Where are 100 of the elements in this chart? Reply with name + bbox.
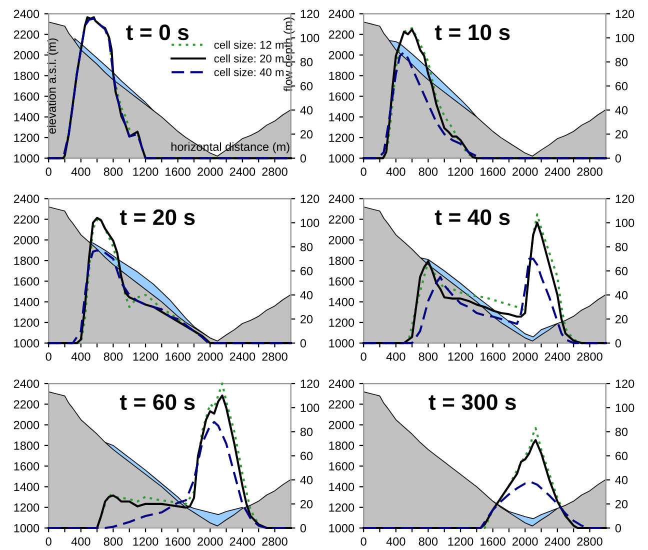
y2-tick-label: 80 <box>615 242 628 252</box>
x-tick-label: 800 <box>418 537 438 546</box>
x-tick-label: 1200 <box>133 537 158 546</box>
y-tick-label: 2400 <box>328 194 354 204</box>
y2-tick-label: 80 <box>300 242 313 252</box>
legend-label: cell size: 12 m <box>214 40 284 49</box>
x-tick-label: 1200 <box>448 537 474 546</box>
y-tick-label: 1000 <box>14 524 40 532</box>
y-tick-label: 1800 <box>329 256 354 265</box>
y-tick-label: 1400 <box>14 112 40 122</box>
y-tick-label: 2400 <box>14 10 40 18</box>
y2-tick-label: 20 <box>300 315 313 324</box>
y-tick-label: 1000 <box>329 339 354 348</box>
x-tick-label: 2000 <box>198 168 223 176</box>
x-tick-label: 800 <box>104 352 123 361</box>
y-tick-label: 2200 <box>328 215 354 224</box>
x-tick-label: 2000 <box>512 352 538 361</box>
x-tick-label: 2800 <box>577 352 602 361</box>
y-tick-label: 1800 <box>14 256 40 265</box>
y-tick-label: 1200 <box>14 503 40 512</box>
y-tick-label: 1000 <box>14 339 40 348</box>
x-tick-label: 400 <box>386 537 406 546</box>
y2-tick-label: 120 <box>300 194 320 204</box>
chart-title: t = 10 s <box>434 24 510 40</box>
y-tick-label: 1600 <box>329 92 354 101</box>
x-tick-label: 2400 <box>230 537 256 546</box>
x-tick-label: 400 <box>71 537 90 546</box>
x-tick-label: 1600 <box>480 537 506 546</box>
y-tick-label: 2000 <box>14 51 40 60</box>
x-tick-label: 1200 <box>448 168 474 176</box>
y2-tick-label: 60 <box>300 82 313 90</box>
y2-tick-label: 100 <box>616 404 634 412</box>
y2-tick-label: 60 <box>616 452 628 460</box>
x-tick-label: 0 <box>360 537 366 546</box>
x-tick-label: 800 <box>104 537 123 546</box>
x-tick-label: 2800 <box>577 168 602 176</box>
y-axis-title: elevation a.s.l. (m) <box>47 38 58 134</box>
x-tick-label: 2000 <box>512 168 538 176</box>
y2-tick-label: 120 <box>616 380 634 388</box>
y2-tick-label: 20 <box>616 500 628 508</box>
y2-tick-label: 20 <box>300 500 313 508</box>
y-tick-label: 1000 <box>14 154 40 163</box>
x-tick-label: 1600 <box>166 352 190 361</box>
y2-tick-label: 100 <box>300 34 320 42</box>
y2-tick-label: 120 <box>616 194 634 204</box>
chart-title: t = 20 s <box>120 209 195 226</box>
x-tick-label: 800 <box>418 168 438 176</box>
y2-tick-label: 100 <box>300 404 320 412</box>
x-tick-label: 0 <box>360 352 366 361</box>
y2-tick-label: 100 <box>616 34 634 42</box>
y2-tick-label: 20 <box>616 315 628 324</box>
y-tick-label: 2000 <box>14 420 40 430</box>
y-tick-label: 1200 <box>329 318 354 327</box>
chart-title: t = 0 s <box>126 24 189 40</box>
y2-tick-label: 100 <box>300 218 320 228</box>
y-tick-label: 2000 <box>328 51 354 60</box>
y2-tick-label: 120 <box>300 10 320 18</box>
x-tick-label: 2800 <box>262 352 288 361</box>
y-tick-label: 2400 <box>328 10 354 18</box>
y2-tick-label: 60 <box>616 266 628 276</box>
y2-tick-label: 80 <box>615 428 628 436</box>
x-tick-label: 400 <box>386 168 406 176</box>
y2-tick-label: 80 <box>300 428 313 436</box>
y-tick-label: 2400 <box>14 194 40 204</box>
y-tick-label: 1600 <box>14 92 40 101</box>
y-tick-label: 1200 <box>14 134 40 142</box>
x-tick-label: 0 <box>46 168 52 176</box>
x-tick-label: 0 <box>46 537 52 546</box>
y2-tick-label: 0 <box>615 524 622 532</box>
x-tick-label: 0 <box>46 352 52 361</box>
y-tick-label: 1800 <box>329 72 354 80</box>
y-tick-label: 1400 <box>329 298 354 306</box>
x-tick-label: 1600 <box>480 168 506 176</box>
y2-tick-label: 40 <box>615 290 628 300</box>
x-tick-label: 400 <box>71 168 90 176</box>
x-tick-label: 2400 <box>544 352 570 361</box>
y-tick-label: 1000 <box>329 154 354 163</box>
y2-tick-label: 60 <box>300 452 313 460</box>
x-tick-label: 2400 <box>544 168 570 176</box>
y2-tick-label: 60 <box>616 82 628 90</box>
y2-tick-label: 120 <box>300 380 320 388</box>
y2-tick-label: 0 <box>615 339 622 348</box>
y2-tick-label: 20 <box>616 130 628 139</box>
x-tick-label: 2800 <box>262 168 288 176</box>
y2-tick-label: 0 <box>300 154 306 163</box>
y-tick-label: 1200 <box>14 318 40 327</box>
y-tick-label: 2200 <box>328 400 354 409</box>
y-tick-label: 2400 <box>328 380 354 388</box>
x-tick-label: 2400 <box>230 168 256 176</box>
y-tick-label: 1600 <box>329 277 354 286</box>
y2-tick-label: 40 <box>300 290 313 300</box>
y-tick-label: 1200 <box>329 503 354 512</box>
y-tick-label: 1600 <box>14 277 40 286</box>
y2-tick-label: 100 <box>616 218 634 228</box>
x-tick-label: 400 <box>71 352 90 361</box>
y-tick-label: 1600 <box>329 462 354 470</box>
y2-tick-label: 20 <box>300 130 313 139</box>
y2-tick-label: 40 <box>300 106 313 114</box>
chart-title: t = 60 s <box>120 394 195 410</box>
y-tick-label: 2200 <box>14 30 40 39</box>
